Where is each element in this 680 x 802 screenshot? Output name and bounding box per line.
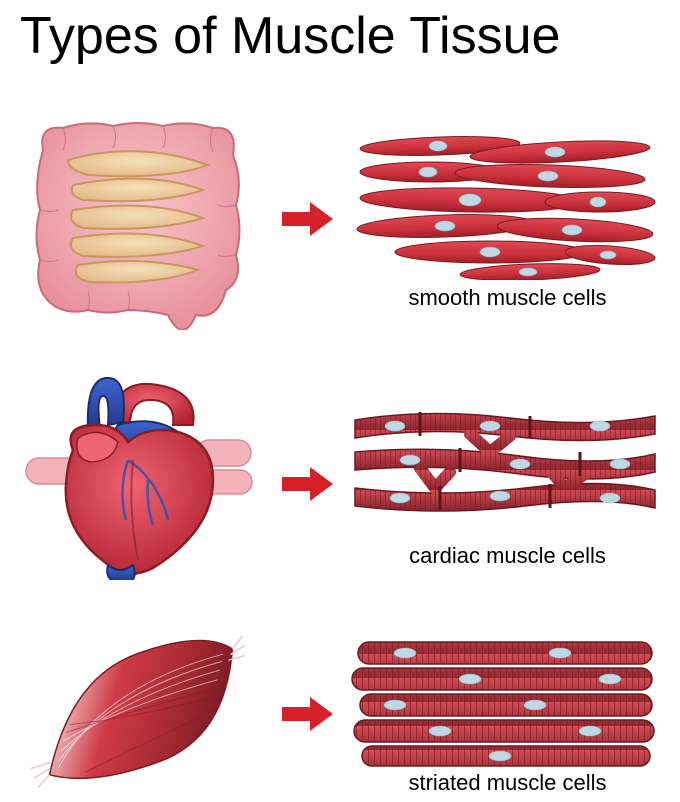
cardiac-label: cardiac muscle cells	[350, 543, 665, 569]
arrow-icon	[280, 200, 335, 238]
page-title: Types of Muscle Tissue	[20, 6, 670, 66]
striated-label: striated muscle cells	[350, 770, 665, 796]
skeletal-muscle-icon	[18, 625, 258, 795]
intestines-icon	[18, 110, 258, 310]
arrow-icon	[280, 695, 335, 733]
cardiac-muscle-cells-icon	[350, 390, 660, 540]
arrow-icon	[280, 465, 335, 503]
row-cardiac: cardiac muscle cells	[0, 370, 680, 590]
heart-icon	[18, 370, 258, 570]
row-striated: striated muscle cells	[0, 610, 680, 802]
infographic: Types of Muscle Tissue	[0, 0, 680, 802]
row-smooth: smooth muscle cells	[0, 110, 680, 330]
striated-muscle-cells-icon	[350, 630, 660, 780]
smooth-label: smooth muscle cells	[350, 285, 665, 311]
smooth-muscle-cells-icon	[350, 130, 660, 280]
